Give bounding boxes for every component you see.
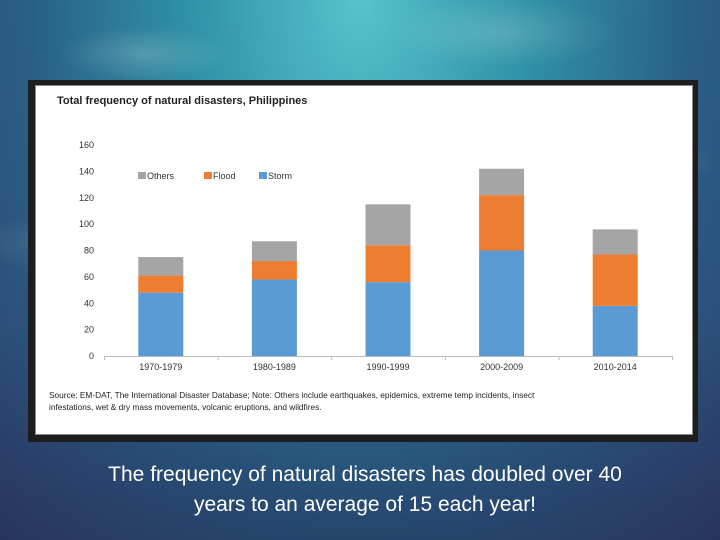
- source-note-line1: Source: EM-DAT, The International Disast…: [49, 390, 535, 400]
- y-tick-label: 80: [84, 246, 94, 256]
- bar-segment-others: [479, 168, 525, 196]
- bar-segment-storm: [138, 292, 184, 356]
- y-tick-label: 120: [79, 193, 94, 203]
- y-axis: 0 20 40 60 80 100 120 140 160: [79, 140, 94, 361]
- legend-swatch-storm: [259, 172, 267, 179]
- y-tick-label: 60: [84, 272, 94, 282]
- bar-segment-flood: [365, 245, 411, 283]
- x-tick-label: 1970-1979: [139, 362, 182, 372]
- bar-segment-flood: [251, 261, 297, 280]
- legend-swatch-others: [138, 172, 146, 179]
- caption-line1: The frequency of natural disasters has d…: [108, 463, 622, 486]
- x-tick-label: 1990-1999: [366, 362, 409, 372]
- bar-segment-others: [251, 241, 297, 262]
- bar-segment-others: [138, 257, 184, 276]
- bar-segment-flood: [592, 254, 638, 306]
- legend-label-storm: Storm: [268, 171, 292, 181]
- x-tick-label: 1980-1989: [253, 362, 296, 372]
- bar-segment-storm: [592, 305, 638, 356]
- legend-swatch-flood: [204, 172, 212, 179]
- bar-segment-storm: [479, 250, 525, 356]
- stacked-bar-chart: Total frequency of natural disasters, Ph…: [49, 95, 673, 412]
- legend-label-others: Others: [147, 171, 175, 181]
- chart-title: Total frequency of natural disasters, Ph…: [57, 95, 307, 107]
- bar-segment-flood: [138, 275, 184, 293]
- x-axis: 1970-1979 1980-1989 1990-1999 2000-2009 2010…: [104, 356, 673, 372]
- bar-segment-flood: [479, 195, 525, 251]
- bar-segment-others: [365, 204, 411, 246]
- x-tick-label: 2010-2014: [594, 362, 637, 372]
- x-tick-label: 2000-2009: [480, 362, 523, 372]
- y-tick-label: 160: [79, 140, 94, 150]
- bar-segment-others: [592, 229, 638, 255]
- bar-segment-storm: [251, 279, 297, 356]
- chart-panel: Total frequency of natural disasters, Ph…: [35, 85, 693, 435]
- y-tick-label: 100: [79, 219, 94, 229]
- legend-label-flood: Flood: [213, 171, 236, 181]
- bar-segment-storm: [365, 282, 411, 356]
- y-tick-label: 20: [84, 325, 94, 335]
- y-tick-label: 140: [79, 166, 94, 176]
- source-note-line2: infestations, wet & dry mass movements, …: [49, 402, 322, 412]
- slide-caption: The frequency of natural disasters has d…: [40, 460, 690, 520]
- legend: Others Flood Storm: [138, 171, 292, 181]
- y-tick-label: 40: [84, 298, 94, 308]
- y-tick-label: 0: [89, 351, 94, 361]
- caption-line2: years to an average of 15 each year!: [193, 493, 537, 516]
- bars: [138, 168, 638, 356]
